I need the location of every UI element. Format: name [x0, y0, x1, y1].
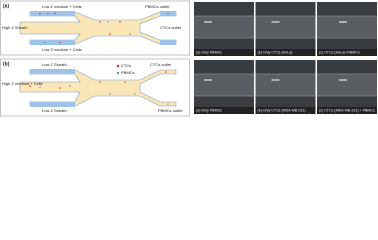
panel-tag: (a)	[3, 3, 9, 9]
cells	[44, 12, 169, 44]
inlet-channel	[30, 102, 75, 107]
page: {"panel_a": {"tag": "(a)", "inlet_top": …	[0, 0, 378, 117]
inlet-label: High Z medium + Cells	[2, 81, 43, 86]
inlet-channel	[30, 40, 75, 45]
image-caption: (b) Only CTCs (HeLa)	[258, 50, 293, 54]
micrographs: (a) Only PBMCs (b) Only CTCs (HeLa) (c) CT…	[194, 2, 377, 114]
cells	[39, 12, 121, 44]
inlet-label: High Z Sheath	[2, 25, 28, 30]
inlet-label: Low Z medium + Cells	[42, 47, 82, 52]
label-bg	[194, 49, 254, 56]
image-caption: (a) Only PBMCs	[196, 50, 222, 54]
label-bg	[194, 107, 254, 114]
inlet-channel	[30, 69, 75, 74]
outlet-label: CTCs outlet	[150, 62, 172, 67]
channel-band	[317, 16, 377, 38]
image-caption: (c) CTCs (HeLa)+PBMCs	[319, 50, 360, 54]
channel-band	[194, 74, 254, 96]
inlet-channel	[30, 11, 75, 16]
image-caption: (a) Only PBMCs	[196, 108, 222, 112]
legend-swatch	[116, 64, 120, 68]
label-bg	[255, 107, 316, 114]
image-caption: (c) CTCs (MDA-MB-231) + PBMCs	[319, 108, 375, 112]
inlet-label: Low Z Sheath	[42, 108, 67, 113]
legend-swatch	[117, 72, 119, 74]
legend-label: CTCs	[121, 63, 131, 68]
legend-label: PBMCs	[121, 70, 135, 75]
channel-band	[255, 16, 316, 38]
outlet-label: PBMCs outlet	[158, 108, 183, 113]
panel-tag: (b)	[3, 61, 10, 67]
outlet-label: CTCs outlet	[160, 25, 182, 30]
cells	[29, 71, 167, 89]
outlet-label: PBMCs outlet	[145, 4, 170, 9]
panel-b: CTCs PBMCs (b) Low Z Sheath High Z mediu…	[0, 58, 190, 117]
channel-band	[255, 74, 316, 96]
panel-a: (a) Low Z medium + Cells High Z Sheath L…	[0, 0, 190, 56]
inlet-label: Low Z Sheath	[42, 62, 67, 67]
inlet-label: Low Z medium + Cells	[42, 4, 82, 9]
channel	[19, 69, 177, 107]
figure: (a) Low Z medium + Cells High Z Sheath L…	[0, 0, 377, 117]
cells	[39, 85, 169, 105]
label-bg	[317, 49, 377, 56]
outlet-channel	[160, 40, 176, 45]
channel-band	[317, 74, 377, 96]
image-caption: (b) Only CTCs (MDA-MB-231)	[258, 108, 306, 112]
label-bg	[255, 49, 316, 56]
channel-band	[194, 16, 254, 38]
label-bg	[317, 107, 377, 114]
